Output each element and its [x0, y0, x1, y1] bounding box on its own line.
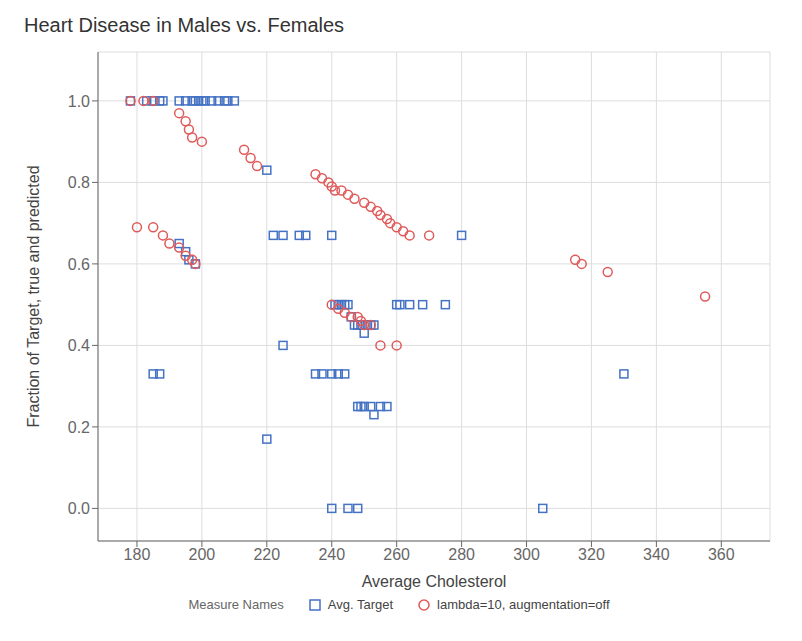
- svg-text:0.0: 0.0: [68, 500, 90, 517]
- svg-text:360: 360: [708, 546, 735, 563]
- svg-text:280: 280: [448, 546, 475, 563]
- svg-text:240: 240: [318, 546, 345, 563]
- svg-text:0.4: 0.4: [68, 337, 90, 354]
- svg-text:Fraction of Target, true and p: Fraction of Target, true and predicted: [25, 165, 42, 427]
- html-text:Measure Names: Measure Names: [188, 597, 284, 612]
- html-text:lambda=10, augmentation=off: lambda=10, augmentation=off: [437, 597, 610, 612]
- svg-text:180: 180: [124, 546, 151, 563]
- html-text:Heart Disease in Males vs. Fem: Heart Disease in Males vs. Females: [24, 14, 345, 36]
- svg-text:300: 300: [513, 546, 540, 563]
- svg-text:Average Cholesterol: Average Cholesterol: [362, 573, 507, 590]
- svg-text:0.2: 0.2: [68, 419, 90, 436]
- svg-text:0.8: 0.8: [68, 174, 90, 191]
- svg-text:320: 320: [578, 546, 605, 563]
- svg-text:220: 220: [253, 546, 280, 563]
- svg-text:340: 340: [643, 546, 670, 563]
- svg-text:200: 200: [189, 546, 216, 563]
- svg-text:0.6: 0.6: [68, 256, 90, 273]
- svg-text:1.0: 1.0: [68, 93, 90, 110]
- html-text:Avg. Target: Avg. Target: [327, 597, 394, 612]
- svg-text:260: 260: [383, 546, 410, 563]
